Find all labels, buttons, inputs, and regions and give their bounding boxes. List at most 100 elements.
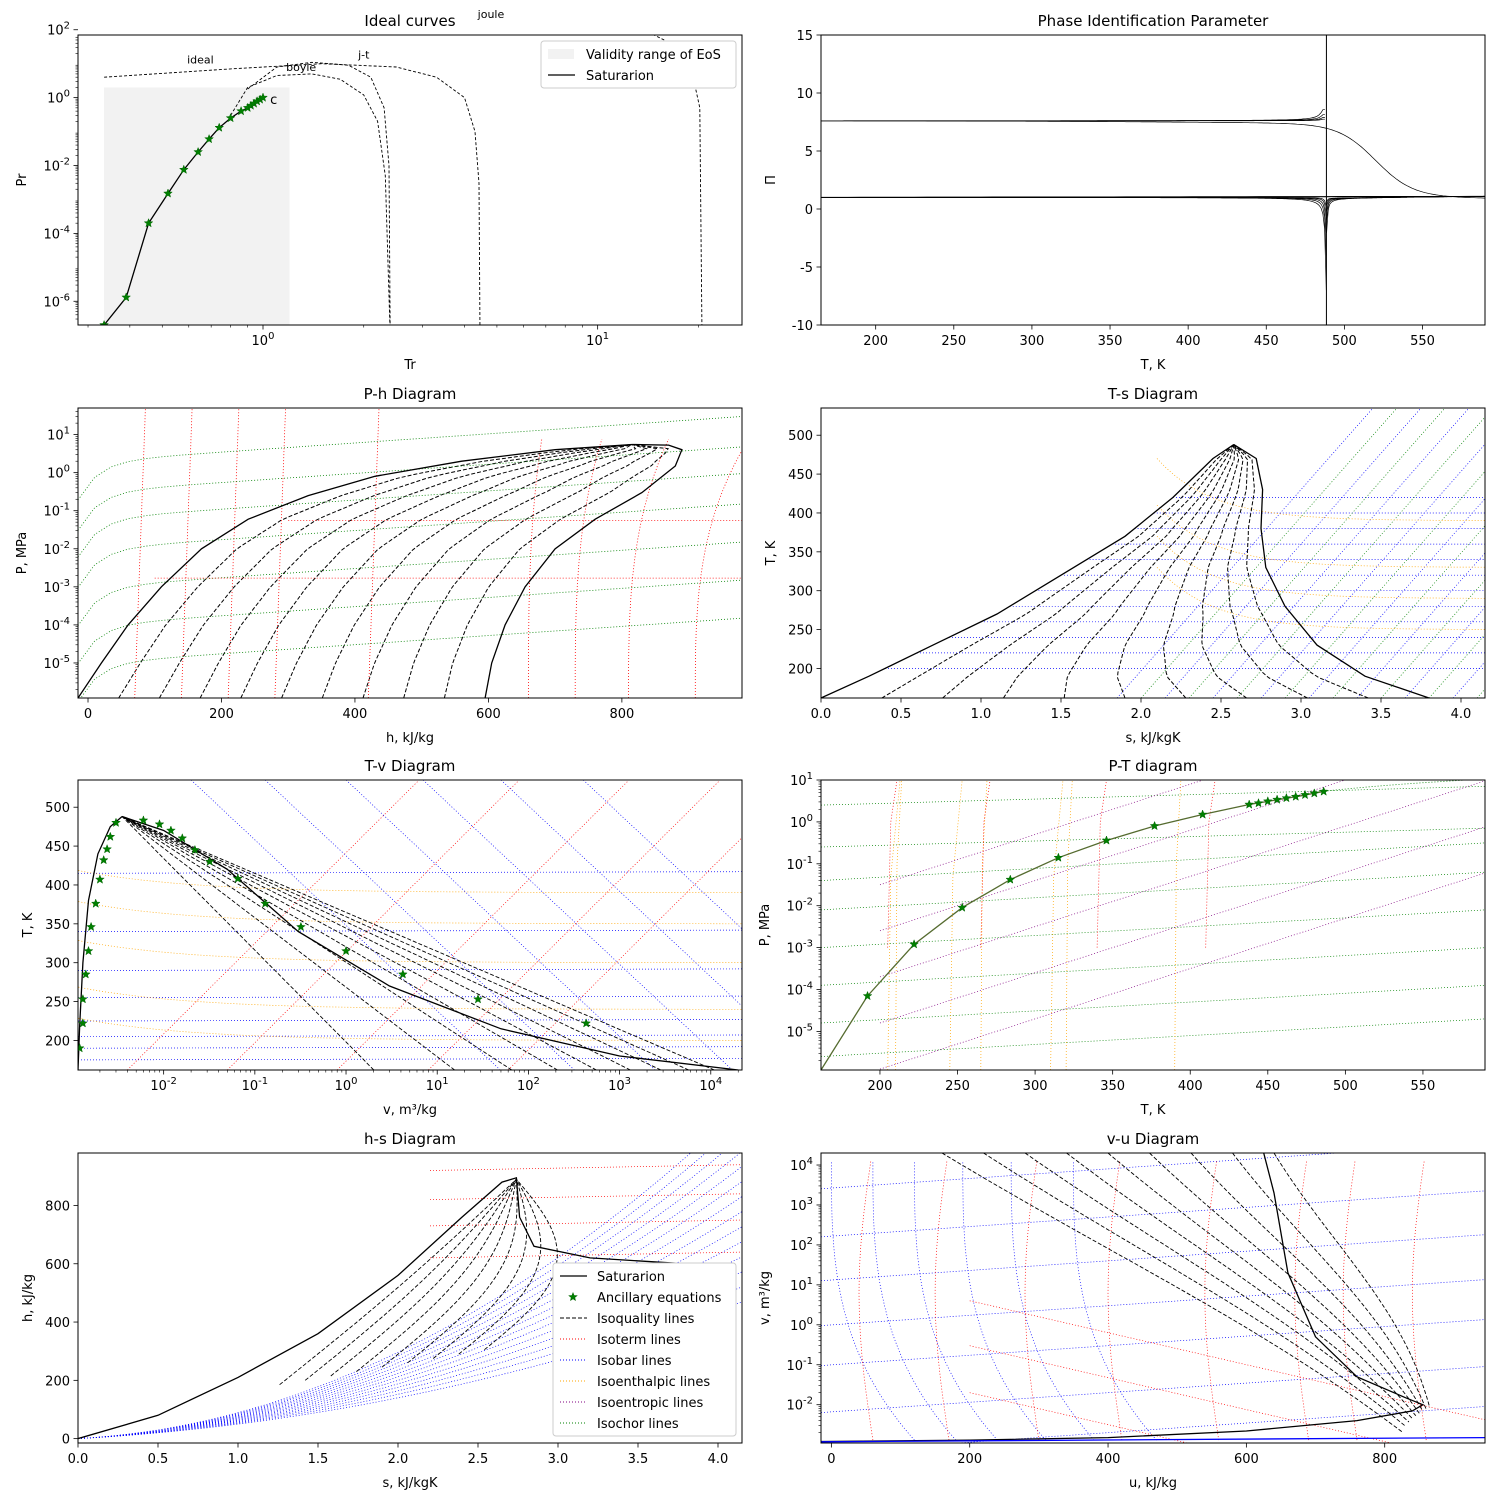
isotherm-line — [1342, 1160, 1358, 1441]
saturation-marker — [473, 993, 483, 1004]
saturation-marker — [163, 188, 173, 198]
x-tick-label: 300 — [1020, 334, 1045, 349]
plot-frame — [77, 34, 743, 326]
saturation-marker — [189, 844, 200, 855]
saturation-marker — [83, 945, 94, 956]
saturation-marker — [225, 112, 236, 123]
saturation-marker — [111, 817, 121, 827]
isobar-line — [78, 1256, 742, 1439]
isoenthalpic-line — [1156, 504, 1485, 568]
isobar-line — [264, 780, 575, 1070]
isochor-line — [78, 473, 742, 558]
isoentropic-line — [879, 872, 1485, 1070]
pip-vapor-branch — [1326, 196, 1485, 233]
y-tick-label: -10 — [792, 319, 813, 334]
legend: Validity range of EoS Saturarion — [540, 40, 737, 89]
saturation-marker — [232, 873, 243, 883]
isobar-line — [422, 780, 733, 1070]
isotherm-line — [694, 449, 742, 698]
y-tick-label: 15 — [796, 29, 813, 44]
isoquality-line — [881, 444, 1235, 698]
y-axis-label: v, m³/kg — [758, 1271, 773, 1325]
chart-title: v-u Diagram — [1107, 1130, 1200, 1148]
isoquality-line — [304, 1178, 517, 1381]
saturation-marker — [1253, 797, 1264, 808]
plot-area — [821, 408, 1485, 698]
plot-frame — [820, 407, 1486, 699]
chart-title: T-s Diagram — [1107, 385, 1198, 403]
saturation-liquid-line — [78, 816, 123, 1070]
y-tick-label: 400 — [45, 879, 70, 894]
y-tick-label: 5 — [805, 145, 813, 160]
legend-label: Isochor lines — [597, 1417, 679, 1432]
saturation-marker — [204, 133, 215, 144]
plot-area — [821, 1153, 1485, 1443]
pt-chart: P-T diagram T, K P, MPa 200 250 300 350 400 450 5… — [758, 757, 1486, 1118]
x-tick-label: 550 — [1410, 334, 1435, 349]
y-tick-label: 200 — [788, 662, 813, 677]
critical-isochor — [1326, 780, 1473, 792]
y-tick-label: 10-2 — [786, 897, 813, 915]
isobar-line — [821, 1319, 1485, 1366]
isoquality-line — [443, 444, 669, 698]
saturation-marker — [1290, 791, 1301, 801]
x-tick-label: 10-2 — [150, 1076, 177, 1094]
isobar-line — [78, 1153, 692, 1439]
x-tick-label: 250 — [945, 1079, 970, 1094]
liquid-boundary-line — [821, 1436, 1485, 1443]
x-tick-label: 400 — [343, 707, 368, 722]
isochor-line — [1332, 525, 1485, 698]
validity-range-area — [104, 87, 290, 325]
x-tick-label: 1.5 — [1051, 707, 1072, 722]
isotherm-line — [858, 1160, 874, 1441]
plot-frame — [77, 407, 743, 699]
x-tick-label: 3.0 — [1291, 707, 1312, 722]
isotherm-line — [887, 780, 898, 948]
isotherm-line — [1294, 1160, 1309, 1441]
isotherm-line — [429, 1193, 742, 1200]
ideal-curves-chart: ideal boyle j-t joule c Ideal curves Tr Pr 100 10… — [15, 8, 743, 373]
saturation-marker — [214, 122, 225, 132]
y-tick-label: 0 — [62, 1433, 70, 1448]
x-tick-label: 0.5 — [891, 707, 912, 722]
y-tick-label: 10-3 — [43, 578, 70, 596]
saturation-marker — [98, 854, 109, 865]
isoquality-line — [121, 816, 597, 1070]
isotherm-line — [969, 1392, 1189, 1443]
y-tick-label: 100 — [47, 464, 70, 482]
isoquality-line — [118, 444, 632, 698]
isoquality-line — [121, 816, 631, 1070]
isobar-line — [78, 1211, 742, 1439]
isoquality-line — [407, 1179, 518, 1364]
x-tick-label: 500 — [1333, 1079, 1358, 1094]
x-tick-label: 450 — [1254, 334, 1279, 349]
y-axis-label: Pr — [15, 173, 30, 187]
y-tick-label: 800 — [45, 1199, 70, 1214]
saturation-vapor-line — [1233, 443, 1430, 698]
isotherm-line — [181, 408, 193, 698]
isoenthalpic-line — [887, 780, 901, 1070]
isoquality-line — [458, 1178, 542, 1355]
isobar-line — [190, 780, 501, 1070]
isochor-line — [821, 985, 1485, 1024]
x-tick-label: 350 — [1098, 334, 1123, 349]
isobar-line — [78, 1286, 742, 1439]
y-tick-label: 10-4 — [43, 224, 70, 242]
pip-liquid-branch — [821, 114, 1325, 122]
isotherm-line — [429, 1164, 742, 1171]
y-tick-label: 10-1 — [43, 502, 70, 520]
legend-label: Isoenthalpic lines — [597, 1375, 710, 1390]
saturation-marker — [165, 825, 176, 835]
plot-frame — [820, 34, 1486, 326]
isobar-line — [78, 1181, 742, 1439]
isoquality-line — [1116, 444, 1235, 698]
x-tick-label: 450 — [1255, 1079, 1280, 1094]
y-tick-label: 500 — [788, 429, 813, 444]
chart-title: P-h Diagram — [364, 385, 457, 403]
legend-box — [552, 1262, 737, 1437]
saturation-marker — [581, 1018, 592, 1028]
isochor-line — [1284, 470, 1485, 698]
legend-box — [540, 40, 737, 89]
x-tick-label: 300 — [1023, 1079, 1048, 1094]
x-tick-label: 550 — [1411, 1079, 1436, 1094]
